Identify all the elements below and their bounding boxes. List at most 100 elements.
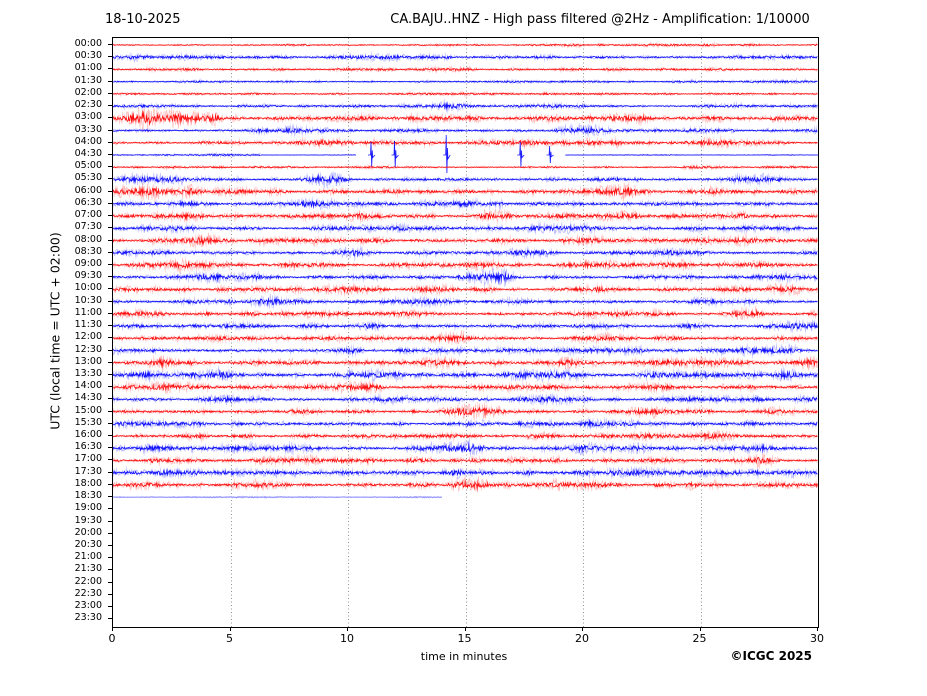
y-tick-label: 23:30 <box>74 612 102 624</box>
x-tick-label: 30 <box>810 632 824 645</box>
y-tick-label: 18:00 <box>74 477 102 489</box>
y-tick-mark <box>108 68 112 70</box>
y-tick-mark <box>108 276 112 278</box>
y-tick-label: 03:00 <box>74 111 102 123</box>
y-tick-label: 00:30 <box>74 50 102 62</box>
y-tick-label: 08:00 <box>74 233 102 245</box>
y-tick-label: 01:00 <box>74 62 102 74</box>
y-tick-mark <box>108 386 112 388</box>
y-tick-mark <box>108 459 112 461</box>
y-tick-label: 08:30 <box>74 245 102 257</box>
y-tick-mark <box>108 471 112 473</box>
x-tick-mark <box>464 627 466 631</box>
y-tick-label: 18:30 <box>74 490 102 502</box>
y-tick-label: 15:00 <box>74 404 102 416</box>
y-tick-mark <box>108 361 112 363</box>
y-tick-label: 04:30 <box>74 147 102 159</box>
y-tick-mark <box>108 532 112 534</box>
y-tick-label: 17:00 <box>74 453 102 465</box>
y-tick-mark <box>108 92 112 94</box>
y-tick-label: 21:00 <box>74 551 102 563</box>
y-tick-mark <box>108 325 112 327</box>
y-tick-mark <box>108 337 112 339</box>
y-tick-mark <box>108 44 112 45</box>
y-tick-mark <box>108 263 112 265</box>
y-tick-label: 10:30 <box>74 294 102 306</box>
y-tick-label: 07:30 <box>74 221 102 233</box>
y-tick-label: 10:00 <box>74 282 102 294</box>
y-tick-mark <box>108 447 112 449</box>
y-tick-label: 13:30 <box>74 367 102 379</box>
y-tick-mark <box>108 349 112 351</box>
y-tick-label: 06:00 <box>74 184 102 196</box>
x-tick-mark <box>582 627 583 631</box>
y-tick-label: 22:30 <box>74 587 102 599</box>
y-tick-mark <box>108 300 112 302</box>
y-tick-label: 00:00 <box>74 38 102 49</box>
y-tick-mark <box>108 496 112 498</box>
y-tick-mark <box>108 251 112 253</box>
y-tick-mark <box>108 117 112 119</box>
y-tick-mark <box>108 508 112 510</box>
y-tick-mark <box>108 202 112 204</box>
y-tick-label: 01:30 <box>74 74 102 86</box>
plot-frame <box>112 37 819 628</box>
y-tick-mark <box>108 215 112 217</box>
station-title: CA.BAJU..HNZ - High pass filtered @2Hz -… <box>390 12 810 27</box>
y-tick-label: 19:00 <box>74 502 102 514</box>
y-tick-mark <box>108 141 112 143</box>
y-tick-label: 12:00 <box>74 331 102 343</box>
y-tick-mark <box>108 288 112 290</box>
y-tick-mark <box>108 569 112 571</box>
y-tick-label: 05:30 <box>74 172 102 184</box>
y-tick-label: 23:00 <box>74 600 102 612</box>
x-tick-mark <box>112 627 113 631</box>
y-tick-mark <box>108 80 112 82</box>
y-tick-mark <box>108 239 112 241</box>
seismogram-canvas <box>113 38 818 627</box>
y-tick-mark <box>108 483 112 485</box>
y-tick-mark <box>108 178 112 180</box>
y-tick-label: 15:30 <box>74 416 102 428</box>
y-tick-label: 03:30 <box>74 123 102 135</box>
y-tick-label: 04:00 <box>74 135 102 147</box>
y-tick-mark <box>108 618 112 620</box>
y-tick-mark <box>108 227 112 229</box>
y-tick-label: 11:30 <box>74 319 102 331</box>
y-tick-label: 06:30 <box>74 196 102 208</box>
y-tick-label: 05:00 <box>74 160 102 172</box>
y-tick-mark <box>108 373 112 375</box>
y-tick-label: 02:00 <box>74 86 102 98</box>
y-tick-mark <box>108 520 112 522</box>
x-tick-label: 20 <box>575 632 589 645</box>
y-tick-label: 07:00 <box>74 209 102 221</box>
y-tick-label: 21:30 <box>74 563 102 575</box>
y-tick-label: 02:30 <box>74 99 102 111</box>
y-tick-mark <box>108 557 112 559</box>
y-tick-mark <box>108 606 112 608</box>
x-tick-label: 25 <box>692 632 707 645</box>
y-tick-mark <box>108 410 112 412</box>
x-tick-mark <box>699 627 701 631</box>
x-tick-label: 0 <box>108 632 116 645</box>
y-tick-mark <box>108 129 112 131</box>
y-tick-label: 16:30 <box>74 441 102 453</box>
y-tick-mark <box>108 422 112 424</box>
y-tick-label: 20:30 <box>74 539 102 551</box>
y-tick-label: 22:00 <box>74 575 102 587</box>
x-tick-label: 5 <box>226 632 233 645</box>
y-tick-label: 13:00 <box>74 355 102 367</box>
y-tick-label: 14:30 <box>74 392 102 404</box>
y-tick-mark <box>108 166 112 168</box>
y-tick-label: 11:00 <box>74 306 102 318</box>
date-title: 18-10-2025 <box>105 12 181 27</box>
credit-text: ©ICGC 2025 <box>730 649 812 663</box>
x-tick-label: 15 <box>457 632 472 645</box>
y-tick-label: 17:30 <box>74 465 102 477</box>
x-axis-label: time in minutes <box>420 650 508 663</box>
y-tick-mark <box>108 153 112 155</box>
y-tick-label: 14:00 <box>74 380 102 392</box>
y-tick-label: 19:30 <box>74 514 102 526</box>
y-tick-label: 09:30 <box>74 270 102 282</box>
